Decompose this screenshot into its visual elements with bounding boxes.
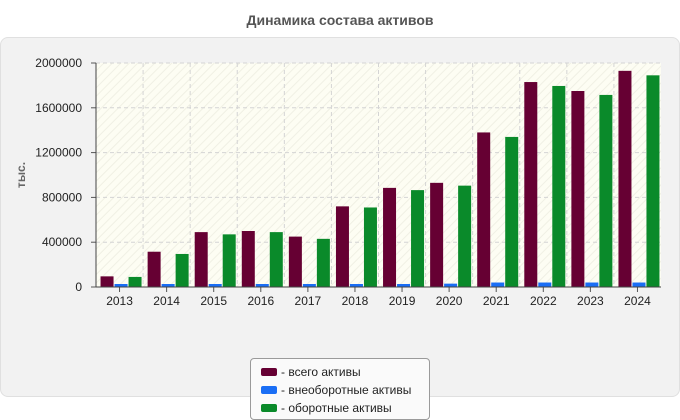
bar-total-assets — [571, 91, 585, 287]
bar-current-assets — [646, 75, 660, 287]
x-tick-label: 2023 — [577, 294, 604, 308]
bar-current-assets — [363, 207, 377, 287]
x-tick-label: 2013 — [106, 294, 133, 308]
bar-noncurrent-assets — [255, 284, 269, 287]
bar-total-assets — [430, 182, 444, 287]
bar-total-assets — [194, 232, 208, 287]
legend-swatch-current-assets — [261, 404, 277, 412]
bar-current-assets — [222, 234, 236, 287]
bar-noncurrent-assets — [538, 282, 552, 287]
bar-noncurrent-assets — [397, 284, 411, 287]
bar-noncurrent-assets — [585, 282, 599, 287]
x-tick-label: 2019 — [389, 294, 416, 308]
y-tick-label: 0 — [75, 280, 82, 294]
bar-current-assets — [458, 185, 472, 287]
legend-label: - всего активы — [281, 365, 361, 379]
y-tick-label: 1600000 — [35, 101, 82, 115]
legend-item-current-assets: - оборотные активы — [261, 399, 429, 417]
x-tick-label: 2021 — [483, 294, 510, 308]
bar-total-assets — [618, 70, 632, 287]
x-tick-label: 2018 — [342, 294, 369, 308]
y-tick-label: 400000 — [42, 235, 82, 249]
x-tick-label: 2024 — [624, 294, 651, 308]
legend-item-total-assets: - всего активы — [261, 363, 429, 381]
bar-total-assets — [383, 187, 397, 287]
bar-noncurrent-assets — [114, 284, 128, 287]
y-axis-label: тыс. — [14, 162, 28, 188]
legend-label: - внеоборотные активы — [281, 383, 412, 397]
bar-current-assets — [175, 253, 189, 287]
bar-noncurrent-assets — [208, 284, 222, 287]
chart-title: Динамика состава активов — [246, 12, 434, 28]
x-tick-label: 2014 — [153, 294, 180, 308]
bar-total-assets — [241, 231, 255, 287]
y-tick-label: 1200000 — [35, 146, 82, 160]
bar-total-assets — [524, 82, 538, 287]
bar-total-assets — [147, 251, 161, 287]
bar-noncurrent-assets — [161, 284, 175, 287]
bar-noncurrent-assets — [444, 283, 458, 287]
x-tick-label: 2017 — [295, 294, 322, 308]
bar-total-assets — [477, 132, 491, 287]
x-tick-label: 2020 — [436, 294, 463, 308]
bar-total-assets — [335, 206, 349, 287]
bar-current-assets — [411, 190, 425, 287]
bar-current-assets — [552, 85, 566, 288]
bar-noncurrent-assets — [632, 282, 646, 287]
legend-item-noncurrent-assets: - внеоборотные активы — [261, 381, 429, 399]
bar-noncurrent-assets — [349, 284, 363, 287]
bar-current-assets — [505, 136, 519, 287]
chart-panel: 0 400000 800000 1200000 1600000 2000000 2013 20… — [0, 37, 680, 420]
bar-noncurrent-assets — [491, 282, 505, 287]
y-tick-label: 800000 — [42, 190, 82, 204]
legend-swatch-total-assets — [261, 368, 277, 376]
bar-current-assets — [316, 238, 330, 287]
legend-label: - оборотные активы — [281, 401, 392, 415]
legend: - всего активы - внеоборотные активы - о… — [250, 358, 430, 420]
chart-plot: 0 400000 800000 1200000 1600000 2000000 2013 20… — [14, 56, 661, 308]
x-tick-label: 2015 — [200, 294, 227, 308]
bar-noncurrent-assets — [302, 284, 316, 287]
y-tick-label: 2000000 — [35, 56, 82, 70]
bar-current-assets — [269, 232, 283, 287]
legend-swatch-noncurrent-assets — [261, 386, 277, 394]
x-tick-label: 2022 — [530, 294, 557, 308]
bar-total-assets — [100, 276, 114, 287]
x-tick-label: 2016 — [247, 294, 274, 308]
bar-total-assets — [288, 236, 302, 287]
bar-current-assets — [128, 276, 142, 287]
bar-current-assets — [599, 94, 613, 287]
